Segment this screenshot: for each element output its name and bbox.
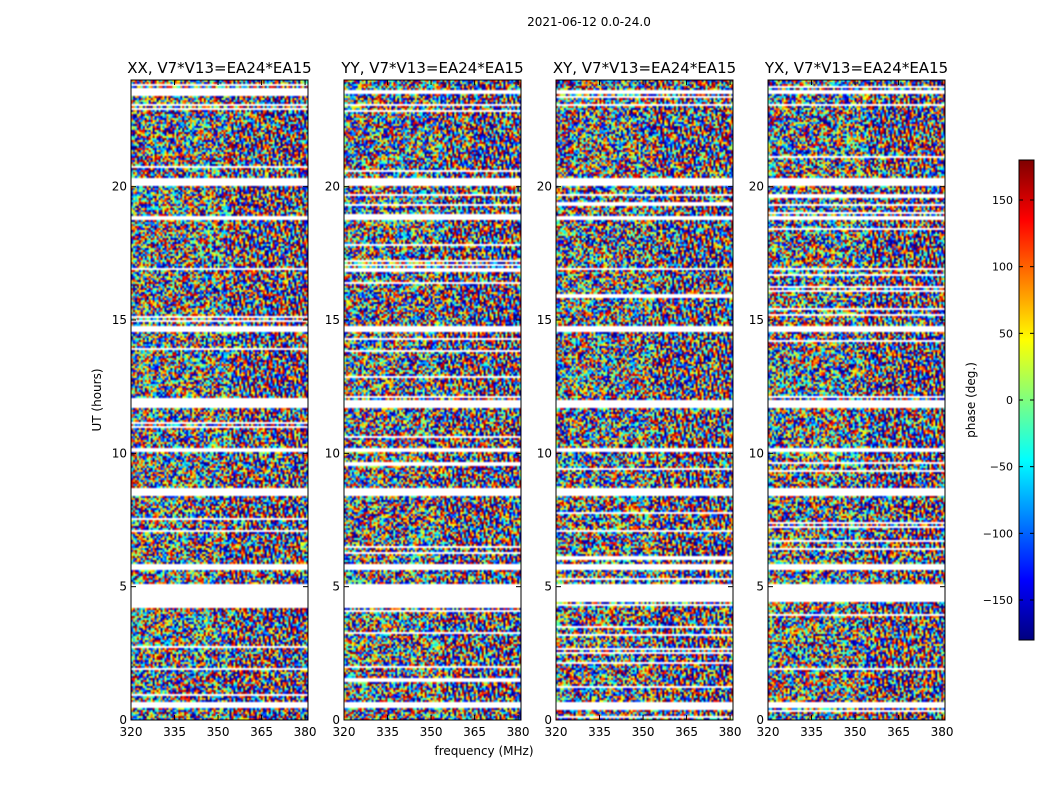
- y-tick-label: 10: [537, 446, 552, 460]
- panel-title: XY, V7*V13=EA24*EA15: [553, 59, 736, 77]
- heatmap-panel-yy: YY, V7*V13=EA24*EA15 320 335 350 365 380 0 5 10 1…: [325, 59, 530, 739]
- x-tick-label: 380: [931, 725, 954, 739]
- phase-image: [768, 80, 945, 720]
- y-tick-label: 15: [749, 313, 764, 327]
- y-tick-label: 5: [119, 580, 127, 594]
- x-tick-label: 350: [420, 725, 443, 739]
- colorbar-tick-label: 100: [992, 261, 1013, 274]
- colorbar-tick-label: −50: [990, 461, 1013, 474]
- heatmap-panels: XX, V7*V13=EA24*EA15 320 335 350 365 380 0 5 10 1…: [112, 59, 954, 739]
- x-tick-label: 350: [632, 725, 655, 739]
- phase-image: [131, 80, 308, 720]
- panel-frame: [767, 79, 946, 721]
- x-tick-label: 320: [757, 725, 780, 739]
- x-tick-label: 350: [207, 725, 230, 739]
- y-tick-label: 20: [112, 180, 127, 194]
- panel-frame: [555, 79, 734, 721]
- y-tick-label: 0: [756, 713, 764, 727]
- panel-title: YY, V7*V13=EA24*EA15: [340, 59, 523, 77]
- y-tick-label: 5: [756, 580, 764, 594]
- colorbar: −150 −100 −50 0 50 100 150 phase (deg.): [964, 159, 1035, 641]
- y-axis-label: UT (hours): [90, 368, 104, 431]
- x-tick-label: 320: [333, 725, 356, 739]
- x-tick-label: 365: [250, 725, 273, 739]
- y-tick-label: 10: [325, 446, 340, 460]
- x-tick-label: 335: [588, 725, 611, 739]
- colorbar-tick-label: 0: [1006, 394, 1013, 407]
- x-tick-label: 320: [545, 725, 568, 739]
- x-tick-label: 380: [507, 725, 530, 739]
- heatmap-panel-xy: XY, V7*V13=EA24*EA15 320 335 350 365 380 0 5 10 1…: [537, 59, 742, 739]
- panel-title: XX, V7*V13=EA24*EA15: [127, 59, 311, 77]
- colorbar-label: phase (deg.): [964, 362, 978, 438]
- y-tick-label: 10: [749, 446, 764, 460]
- x-tick-label: 365: [463, 725, 486, 739]
- panel-title: YX, V7*V13=EA24*EA15: [764, 59, 948, 77]
- y-tick-label: 0: [119, 713, 127, 727]
- x-tick-label: 350: [844, 725, 867, 739]
- x-tick-label: 335: [800, 725, 823, 739]
- y-tick-label: 20: [749, 180, 764, 194]
- x-tick-label: 335: [376, 725, 399, 739]
- phase-image: [344, 80, 521, 720]
- x-tick-label: 365: [887, 725, 910, 739]
- y-tick-label: 5: [332, 580, 340, 594]
- y-tick-label: 15: [112, 313, 127, 327]
- colorbar-tick-label: −150: [983, 594, 1013, 607]
- phase-image: [556, 80, 733, 720]
- x-axis-label: frequency (MHz): [434, 744, 533, 758]
- colorbar-tick-label: 50: [999, 327, 1013, 340]
- y-tick-label: 15: [537, 313, 552, 327]
- x-tick-label: 380: [719, 725, 742, 739]
- colorbar-tick-label: 150: [992, 194, 1013, 207]
- figure-suptitle: 2021-06-12 0.0-24.0: [527, 15, 651, 29]
- y-tick-label: 20: [325, 180, 340, 194]
- x-tick-label: 365: [675, 725, 698, 739]
- y-tick-label: 0: [332, 713, 340, 727]
- x-tick-label: 380: [294, 725, 317, 739]
- x-tick-label: 320: [120, 725, 143, 739]
- panel-frame: [130, 79, 309, 721]
- colorbar-tick-label: −100: [983, 527, 1013, 540]
- heatmap-panel-yx: YX, V7*V13=EA24*EA15 320 335 350 365 380 0 5 10 1…: [749, 59, 954, 739]
- y-tick-label: 10: [112, 446, 127, 460]
- y-tick-label: 15: [325, 313, 340, 327]
- heatmap-panel-xx: XX, V7*V13=EA24*EA15 320 335 350 365 380 0 5 10 1…: [112, 59, 317, 739]
- x-tick-label: 335: [163, 725, 186, 739]
- y-tick-label: 20: [537, 180, 552, 194]
- colorbar-ticks: −150 −100 −50 0 50 100 150: [983, 194, 1034, 607]
- y-tick-label: 5: [544, 580, 552, 594]
- y-tick-label: 0: [544, 713, 552, 727]
- panel-frame: [343, 79, 522, 721]
